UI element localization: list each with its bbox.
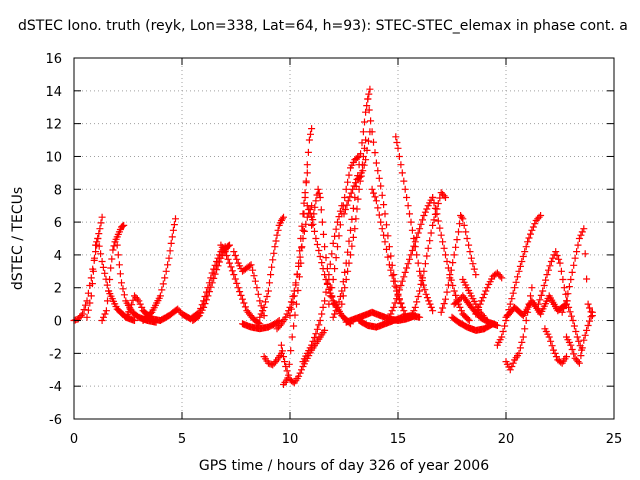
data-point-marks bbox=[437, 212, 480, 316]
data-series bbox=[368, 185, 411, 321]
y-axis-label: dSTEC / TECUs bbox=[10, 187, 26, 290]
data-point-marks bbox=[260, 349, 285, 369]
data-series bbox=[308, 185, 337, 308]
y-tick-label: -6 bbox=[49, 413, 62, 428]
y-tick-label: 12 bbox=[45, 118, 62, 133]
data-series bbox=[156, 243, 229, 324]
y-tick-label: 4 bbox=[54, 249, 62, 264]
y-tick-label: 6 bbox=[54, 216, 62, 231]
data-series bbox=[392, 133, 437, 315]
data-point-marks bbox=[308, 185, 337, 308]
data-point-marks bbox=[256, 213, 287, 321]
data-point-marks bbox=[541, 325, 570, 367]
plot-marks bbox=[70, 85, 596, 388]
data-series bbox=[407, 189, 449, 321]
data-series bbox=[260, 349, 285, 369]
x-tick-label: 0 bbox=[70, 432, 78, 447]
data-point-marks bbox=[286, 169, 311, 320]
y-tick-label: 8 bbox=[54, 183, 62, 198]
x-tick-label: 10 bbox=[282, 432, 299, 447]
data-series bbox=[139, 215, 179, 324]
data-point-marks bbox=[472, 269, 506, 318]
data-point-marks bbox=[329, 85, 374, 321]
data-point-marks bbox=[239, 317, 283, 333]
plot-grid bbox=[74, 58, 614, 419]
x-tick-label: 25 bbox=[606, 432, 623, 447]
data-series bbox=[340, 128, 374, 218]
data-series bbox=[437, 212, 480, 316]
data-point-marks bbox=[563, 308, 596, 367]
data-point-marks bbox=[217, 241, 264, 328]
data-series bbox=[558, 225, 596, 320]
data-point-marks bbox=[98, 221, 128, 324]
data-point-marks bbox=[534, 248, 586, 354]
x-axis-label: GPS time / hours of day 326 of year 2006 bbox=[199, 458, 489, 474]
data-series bbox=[217, 241, 264, 328]
data-series bbox=[541, 325, 570, 367]
data-point-marks bbox=[299, 202, 346, 366]
data-series bbox=[256, 213, 287, 321]
axis-ticks: 0 5 10 15 20 25 -6 -4 -2 0 2 4 6 8 10 12 14 16 bbox=[45, 52, 622, 447]
data-series bbox=[230, 248, 268, 320]
x-tick-label: 5 bbox=[178, 432, 186, 447]
data-point-marks bbox=[156, 243, 229, 324]
data-series bbox=[563, 308, 596, 367]
data-point-marks bbox=[392, 133, 437, 315]
data-point-marks bbox=[385, 194, 437, 321]
data-series bbox=[472, 269, 506, 318]
y-tick-label: 16 bbox=[45, 52, 62, 67]
data-series bbox=[448, 313, 497, 334]
y-tick-label: 0 bbox=[54, 315, 62, 330]
data-point-marks bbox=[340, 128, 374, 218]
data-point-marks bbox=[355, 312, 424, 331]
data-series bbox=[364, 95, 406, 311]
data-point-marks bbox=[448, 313, 497, 334]
data-series bbox=[329, 85, 374, 321]
y-tick-label: -2 bbox=[49, 347, 62, 362]
data-series bbox=[239, 317, 283, 333]
data-series bbox=[355, 312, 424, 331]
data-point-marks bbox=[368, 185, 411, 321]
data-series bbox=[189, 241, 233, 324]
y-tick-label: 2 bbox=[54, 282, 62, 297]
y-tick-label: -4 bbox=[49, 380, 62, 395]
data-point-marks bbox=[558, 225, 596, 320]
x-tick-label: 15 bbox=[390, 432, 407, 447]
data-series bbox=[534, 248, 586, 354]
data-point-marks bbox=[407, 189, 449, 321]
y-tick-label: 14 bbox=[45, 85, 62, 100]
plot-frame bbox=[73, 57, 615, 420]
data-point-marks bbox=[502, 284, 536, 374]
data-series bbox=[299, 202, 346, 366]
data-point-marks bbox=[364, 95, 406, 311]
data-series bbox=[286, 169, 311, 320]
data-series bbox=[502, 284, 536, 374]
x-tick-label: 20 bbox=[498, 432, 515, 447]
chart-title: dSTEC Iono. truth (reyk, Lon=338, Lat=64… bbox=[18, 18, 628, 34]
data-point-marks bbox=[189, 241, 233, 324]
data-series bbox=[98, 221, 128, 324]
y-tick-label: 10 bbox=[45, 150, 62, 165]
data-point-marks bbox=[139, 215, 179, 324]
data-point-marks bbox=[230, 248, 268, 320]
data-series bbox=[385, 194, 437, 321]
